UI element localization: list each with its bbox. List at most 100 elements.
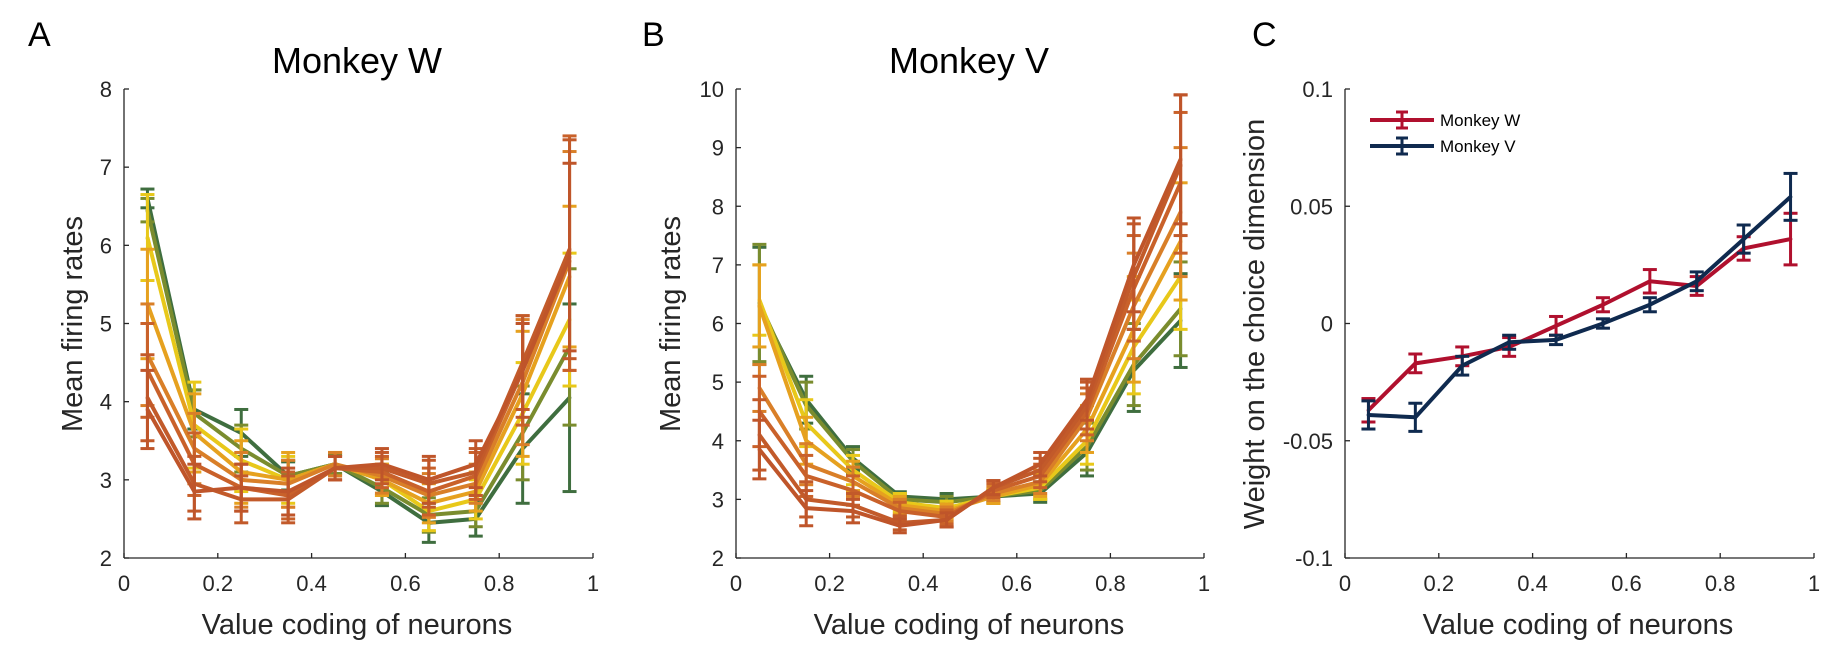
chart-a-series-5: [140, 134, 577, 521]
chart-c-data-point: [1694, 279, 1699, 284]
chart-b-ytick-label: 5: [712, 370, 724, 395]
chart-b-xtick-label: 1: [1198, 571, 1210, 596]
legend-item-monkey-v: Monkey V: [1370, 136, 1516, 156]
chart-c-plot: 0 0.2 0.4 0.6 0.8 1 -0.1 -0.05 0 0.05 0.1: [1283, 77, 1820, 596]
chart-c-data-point: [1366, 413, 1371, 417]
chart-c-data-point: [1554, 324, 1558, 328]
chart-c-data-point: [1788, 237, 1793, 241]
chart-b-data-point: [991, 485, 996, 490]
legend-item-monkey-w: Monkey W: [1370, 110, 1520, 130]
chart-c-data-point: [1460, 363, 1465, 368]
chart-a-xlabel: Value coding of neurons: [202, 609, 513, 641]
chart-c-xtick-label: 0.2: [1424, 571, 1455, 596]
chart-a-ytick-label: 7: [100, 155, 112, 180]
chart-b-xtick-label: 0.4: [908, 571, 939, 596]
chart-c-ytick-label: -0.05: [1283, 429, 1333, 454]
chart-a-series-2: [140, 193, 577, 533]
chart-b-xtick-label: 0.6: [1002, 571, 1033, 596]
chart-b-data-point: [757, 447, 762, 452]
chart-a-data-point: [286, 489, 290, 494]
panel-letter-c: C: [1252, 16, 1277, 54]
chart-a-title: Monkey W: [272, 40, 442, 81]
legend-label-monkey-w: Monkey W: [1440, 111, 1520, 130]
chart-a-ytick-label: 6: [100, 233, 112, 258]
chart-b-ytick-label: 2: [712, 546, 724, 571]
chart-c-data-point: [1554, 338, 1558, 342]
chart-c-data-point: [1413, 415, 1418, 420]
chart-b-ytick-label: 9: [712, 136, 724, 161]
chart-b-data-point: [1178, 157, 1183, 162]
chart-b-data-point: [757, 304, 762, 308]
chart-b-series-6: [752, 93, 1188, 532]
chart-c-data-point: [1413, 361, 1418, 366]
chart-a-series-1: [140, 196, 577, 534]
chart-b-data-point: [1132, 263, 1136, 267]
chart-c-ylabel: Weight on the choice dimension: [1239, 119, 1271, 530]
chart-c-data-point: [1601, 302, 1605, 307]
chart-b-series-line: [757, 302, 1183, 505]
chart-b-xtick-label: 0.2: [814, 571, 845, 596]
chart-b-data-point: [1038, 462, 1042, 467]
chart-b-data-point: [804, 474, 808, 478]
chart-b-data-point: [804, 438, 808, 443]
chart-c-xtick-label: 0.8: [1705, 571, 1736, 596]
chart-a-ytick-label: 2: [100, 546, 112, 571]
chart-a-data-point: [239, 485, 244, 490]
chart-b-ylabel: Mean firing rates: [655, 216, 687, 432]
chart-a-ytick-label: 3: [100, 468, 112, 493]
chart-a-data-point: [520, 368, 525, 373]
chart-a-xtick-label: 0: [118, 571, 130, 596]
chart-c-xtick-label: 0: [1339, 571, 1351, 596]
chart-c-ytick-label: 0: [1321, 312, 1333, 337]
chart-a-ytick-label: 5: [100, 312, 112, 337]
chart-b-data-point: [851, 488, 855, 493]
chart-b-series-5: [752, 110, 1188, 526]
chart-c-xtick-label: 0.6: [1611, 571, 1642, 596]
chart-c-data-point: [1648, 279, 1652, 284]
chart-c-series-1: [1361, 171, 1798, 433]
chart-b-ytick-label: 7: [712, 253, 724, 278]
chart-c-data-point: [1648, 302, 1652, 307]
chart-a-series-7: [140, 161, 577, 521]
chart-b-data-point: [944, 518, 949, 522]
chart-b-data-point: [898, 509, 902, 513]
chart-c-xlabel: Value coding of neurons: [1423, 609, 1734, 641]
chart-b-ytick-label: 10: [700, 77, 724, 102]
chart-a-ytick-label: 8: [100, 77, 112, 102]
chart-a-xtick-label: 0.4: [296, 571, 327, 596]
chart-a-xtick-label: 0.6: [390, 571, 421, 596]
chart-a-ylabel: Mean firing rates: [57, 216, 89, 432]
chart-c-series-line: [1367, 237, 1791, 412]
chart-b-series-line: [757, 158, 1183, 528]
chart-c-data-point: [1507, 340, 1511, 345]
chart-c-ytick-label: 0.1: [1302, 77, 1333, 102]
chart-b-series-2: [752, 222, 1188, 517]
chart-b-data-point: [1085, 397, 1089, 402]
chart-b-plot: 0 0.2 0.4 0.6 0.8 1 2 3 4 5 6 7 8 9 10: [700, 77, 1211, 596]
chart-b-series-4: [752, 146, 1188, 523]
chart-a-xtick-label: 1: [587, 571, 599, 596]
chart-c-ytick-label: 0.05: [1290, 194, 1333, 219]
chart-b-data-point: [851, 509, 855, 513]
chart-b-xtick-label: 0.8: [1095, 571, 1126, 596]
chart-a-data-point: [473, 462, 478, 467]
chart-c-xtick-label: 0.4: [1517, 571, 1548, 596]
chart-c-ytick-label: -0.1: [1295, 546, 1333, 571]
chart-a-data-point: [380, 462, 384, 467]
chart-c-series-line: [1368, 195, 1792, 420]
chart-c-series-0: [1361, 211, 1798, 424]
chart-b-series-7: [752, 93, 1188, 535]
chart-a-xtick-label: 0.8: [484, 571, 515, 596]
panel-letter-b: B: [642, 16, 665, 54]
chart-b-ytick-label: 4: [712, 429, 724, 454]
chart-a-data-point: [145, 235, 150, 240]
chart-b-xlabel: Value coding of neurons: [814, 609, 1125, 641]
chart-b-xtick-label: 0: [730, 571, 742, 596]
chart-b-data-point: [804, 506, 808, 510]
chart-a-data-point: [192, 489, 197, 494]
chart-a-data-point: [145, 407, 150, 412]
chart-b-ytick-label: 6: [712, 312, 724, 337]
chart-c-xtick-label: 1: [1808, 571, 1820, 596]
chart-a-ytick-label: 4: [100, 390, 112, 415]
